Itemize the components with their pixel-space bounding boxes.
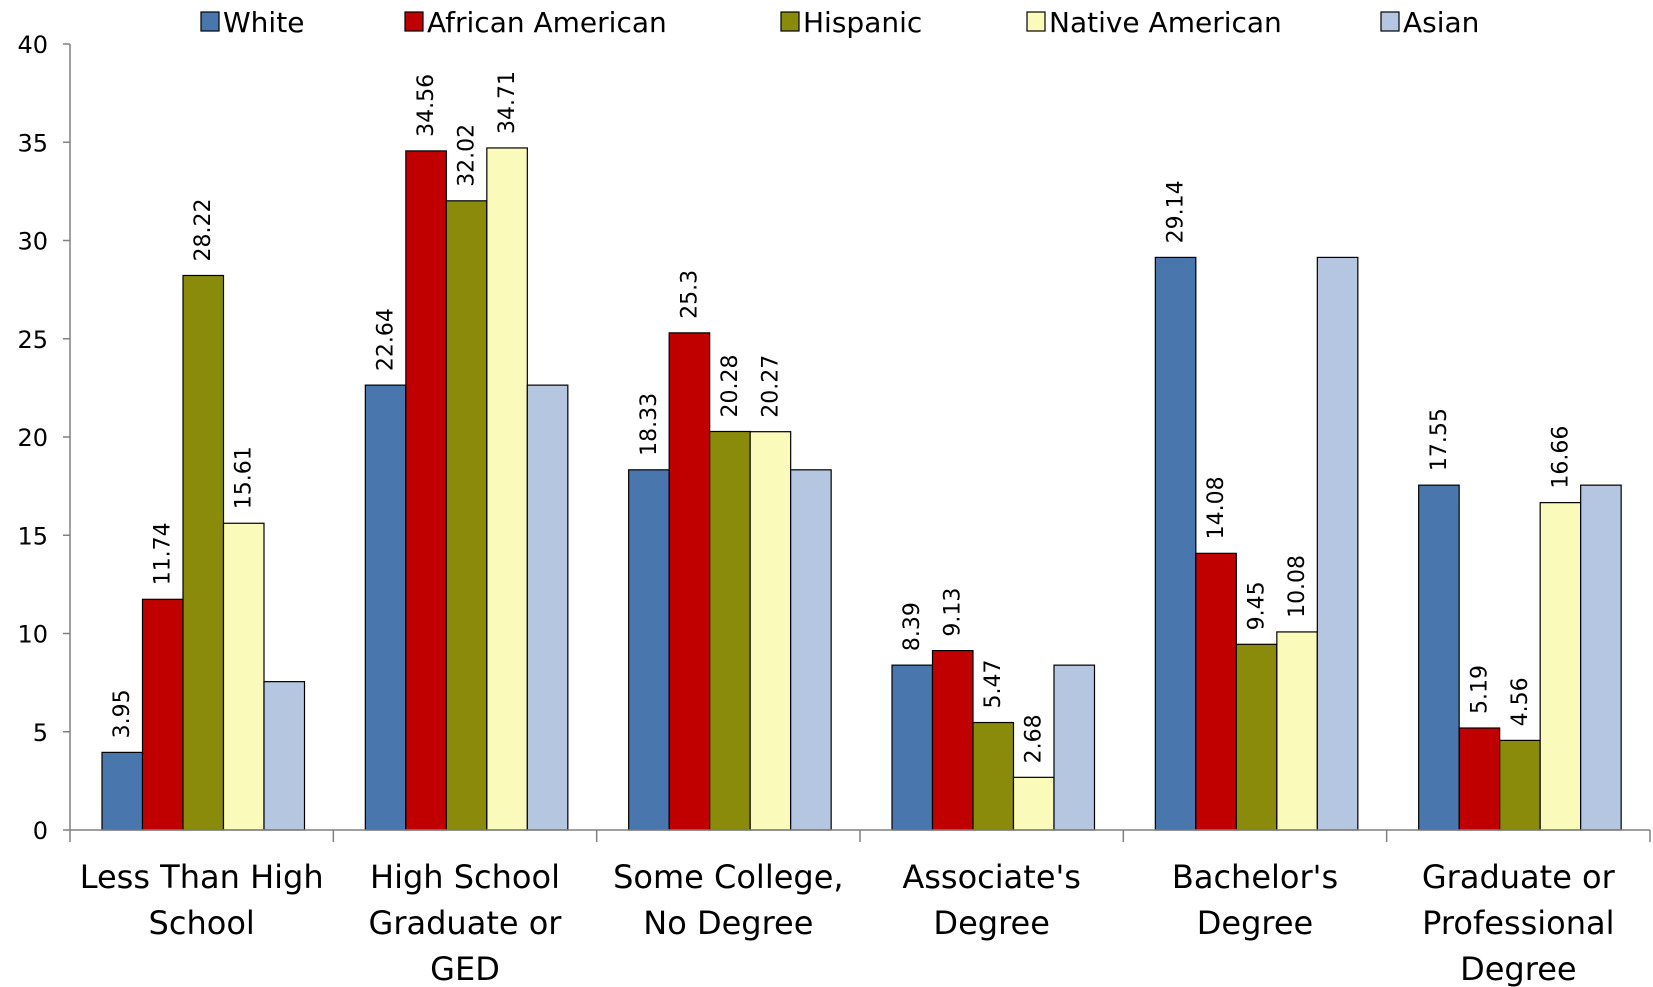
data-label: 25.3	[677, 270, 702, 319]
bar-hispanic	[972, 721, 1015, 831]
data-label: 29.14	[1164, 180, 1189, 243]
y-tick-label: 30	[17, 228, 48, 256]
legend-swatch	[1026, 11, 1046, 32]
bar-white	[1154, 256, 1197, 831]
bar-white	[628, 469, 670, 831]
legend-label: African American	[427, 6, 667, 39]
x-category-label: School	[149, 904, 255, 942]
bar-asian	[790, 469, 832, 831]
data-label: 11.74	[151, 522, 176, 585]
y-tick-label: 35	[17, 129, 48, 157]
bar-native-american	[222, 522, 265, 831]
bar-hispanic	[1499, 739, 1541, 831]
data-label: 22.64	[374, 308, 399, 371]
x-category-label: Bachelor's	[1172, 858, 1338, 896]
x-category-label: No Degree	[643, 904, 813, 942]
legend-label: White	[223, 6, 304, 39]
bar-african-american	[1195, 552, 1237, 831]
data-label: 3.95	[110, 689, 135, 738]
data-label: 14.08	[1204, 476, 1229, 539]
bar-native-american	[486, 147, 528, 831]
data-label: 9.13	[941, 588, 966, 637]
data-label: 16.66	[1548, 426, 1573, 489]
legend-swatch	[780, 11, 800, 32]
data-label: 18.33	[637, 393, 662, 456]
data-label: 5.19	[1467, 665, 1492, 714]
bar-african-american	[668, 332, 711, 831]
y-tick-label: 20	[17, 424, 48, 452]
data-label: 20.28	[718, 355, 743, 418]
data-label: 4.56	[1508, 677, 1533, 726]
legend-label: Native American	[1049, 6, 1282, 39]
data-label: 34.56	[414, 74, 439, 137]
bar-asian	[1316, 256, 1359, 831]
bar-white	[364, 384, 407, 831]
x-category-label: Degree	[1460, 950, 1576, 987]
data-label: 10.08	[1285, 555, 1310, 618]
legend-label: Hispanic	[803, 6, 922, 39]
bar-hispanic	[445, 200, 488, 831]
y-tick-label: 5	[33, 719, 48, 747]
y-tick-label: 10	[17, 621, 48, 649]
data-label: 28.22	[191, 198, 216, 261]
bar-asian	[526, 384, 569, 831]
x-axis: Less Than High School High School Graduate …	[69, 829, 1651, 987]
bar-native-american	[1539, 502, 1582, 831]
x-category-label: High School	[370, 858, 560, 896]
x-category-label: GED	[430, 950, 500, 987]
bar-native-american	[1012, 776, 1055, 831]
bar-native-american	[749, 431, 792, 831]
data-label: 32.02	[455, 124, 480, 187]
bar-african-american	[1458, 727, 1501, 831]
legend-label: Asian	[1403, 6, 1479, 39]
x-category-label: Some College,	[613, 858, 843, 896]
bar-native-american	[1276, 631, 1318, 831]
data-label: 15.61	[232, 446, 257, 509]
x-category-label: Graduate or	[1422, 858, 1616, 896]
x-category-label: Graduate or	[369, 904, 563, 942]
bar-asian	[1053, 664, 1096, 831]
bar-hispanic	[182, 274, 225, 831]
y-tick-label: 25	[17, 326, 48, 354]
x-category-label: Professional	[1422, 904, 1614, 942]
bar-asian	[1580, 484, 1622, 831]
bars	[101, 147, 1622, 831]
data-label: 8.39	[900, 602, 925, 651]
y-tick-label: 15	[17, 522, 48, 550]
bar-asian	[263, 681, 306, 831]
legend-swatch	[200, 11, 220, 32]
x-category-label: Degree	[933, 904, 1049, 942]
y-tick-label: 0	[33, 817, 48, 845]
y-tick-label: 40	[17, 31, 48, 59]
bar-white	[891, 664, 934, 831]
data-label: 5.47	[981, 660, 1006, 709]
bar-african-american	[405, 150, 447, 831]
data-label: 20.27	[758, 355, 783, 418]
legend-swatch	[404, 11, 424, 32]
data-label: 9.45	[1245, 581, 1270, 630]
bar-hispanic	[1235, 643, 1278, 831]
data-label: 34.71	[495, 71, 520, 134]
legend-swatch	[1380, 11, 1400, 32]
x-category-label: Associate's	[902, 858, 1081, 896]
data-label: 2.68	[1022, 714, 1047, 763]
x-category-label: Degree	[1197, 904, 1313, 942]
bar-hispanic	[709, 430, 751, 831]
data-labels: 3.95 22.64 18.33 8.39 29.14 17.55 11.74 34.56 25…	[110, 71, 1573, 763]
x-category-label: Less Than High	[80, 858, 324, 896]
legend: White African American Hispanic Native Amer…	[200, 6, 1479, 39]
data-label: 17.55	[1427, 408, 1452, 471]
bar-white	[101, 751, 144, 831]
y-axis: 0 5 10 15 20 25 30 35 40	[17, 31, 71, 845]
bar-african-american	[931, 649, 974, 831]
bar-white	[1418, 484, 1460, 831]
bar-african-american	[141, 598, 184, 831]
